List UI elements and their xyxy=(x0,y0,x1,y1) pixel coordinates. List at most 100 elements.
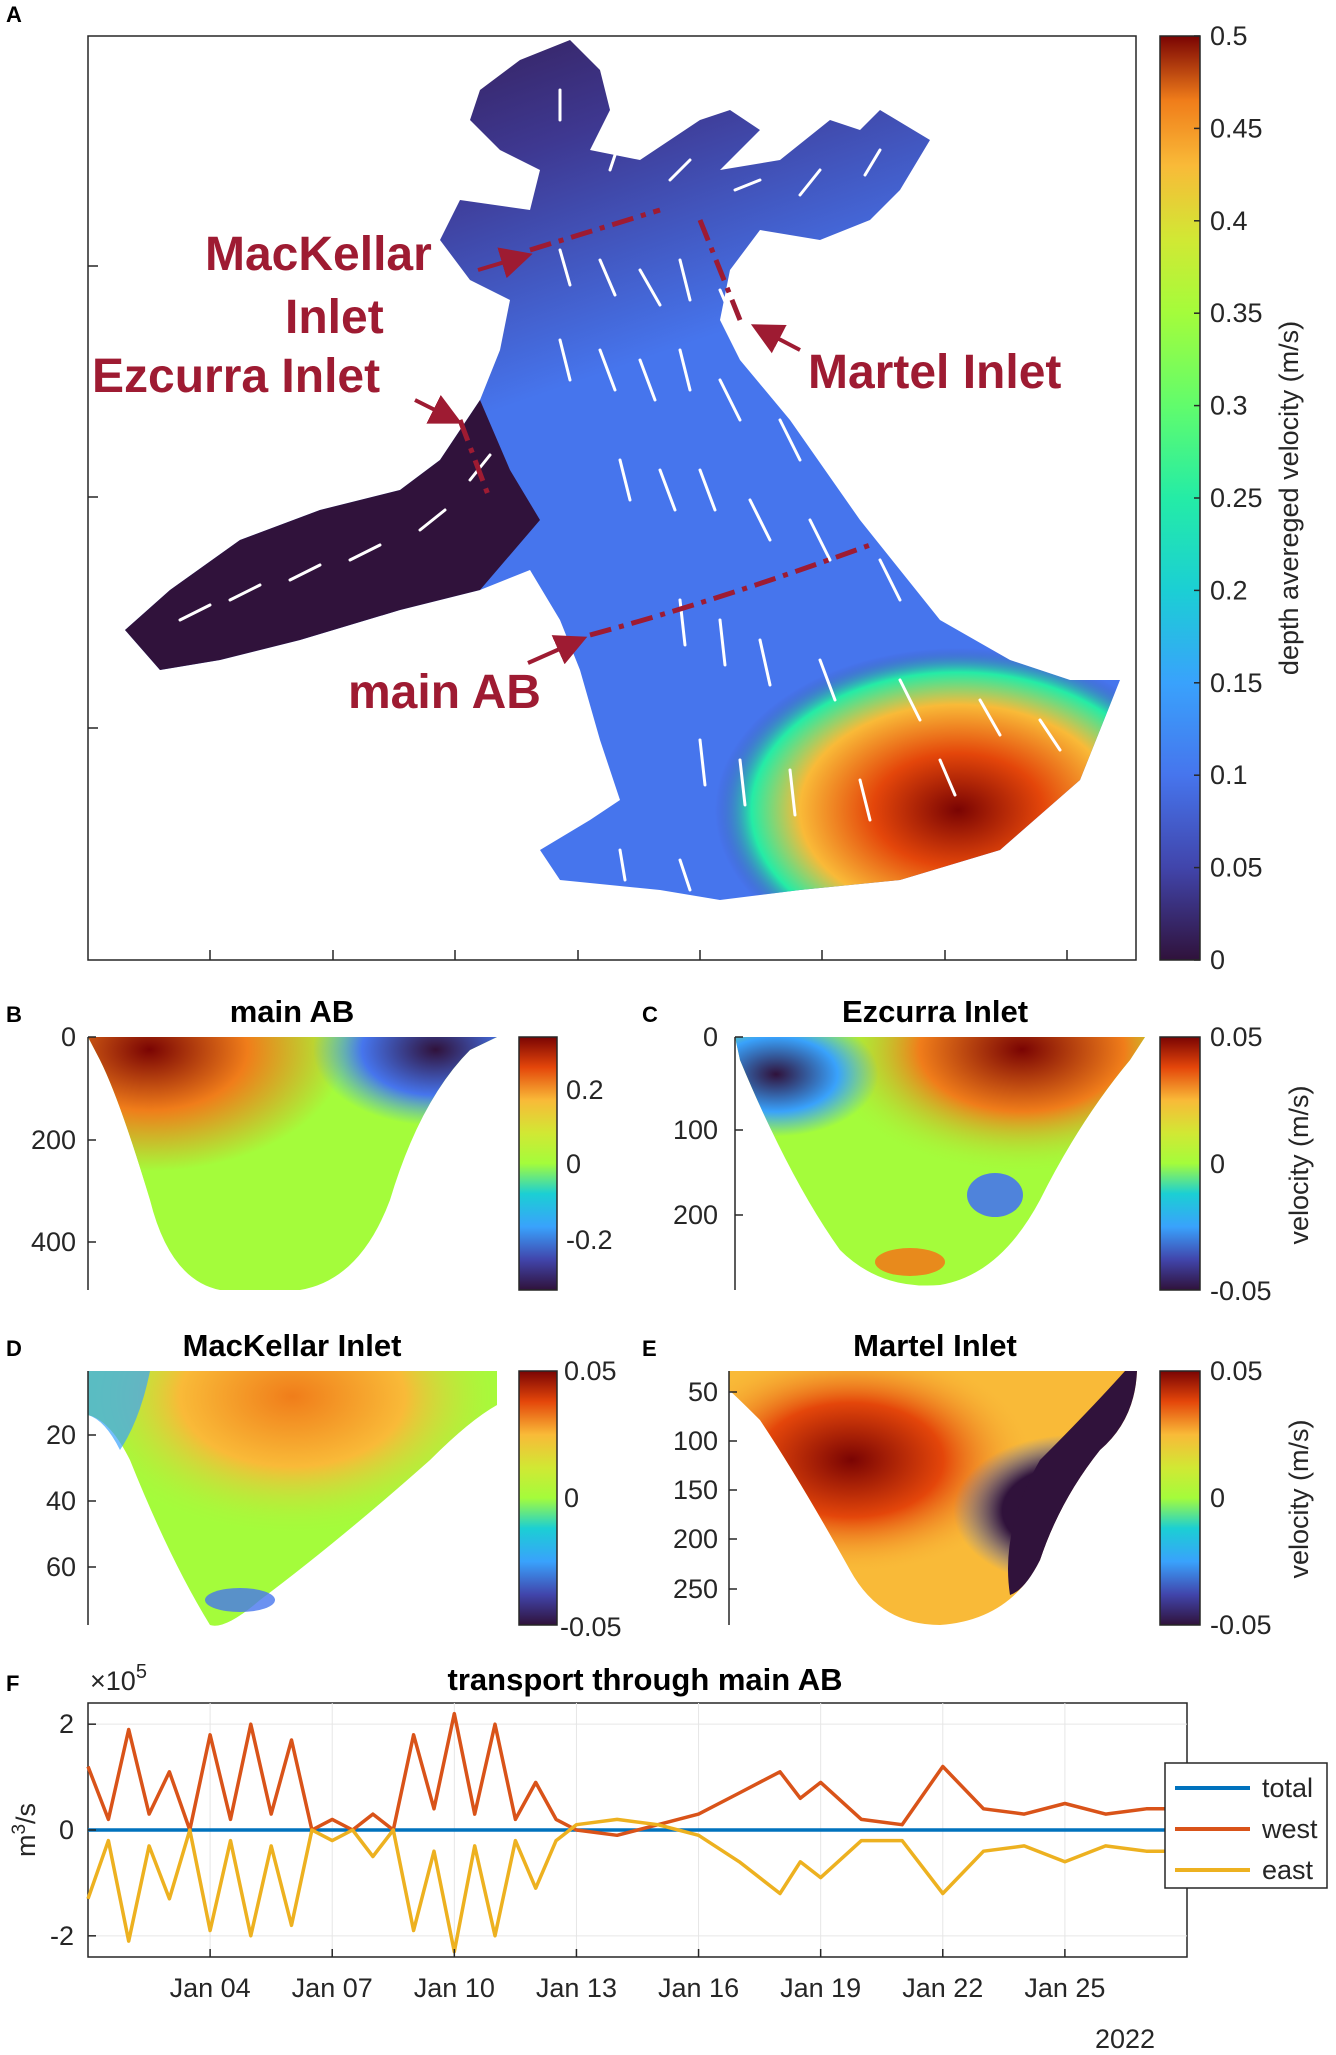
panel-letter-b: B xyxy=(6,1002,22,1027)
panel-d-warm xyxy=(88,1371,497,1626)
colorbar-a-ticklabel: 0.1 xyxy=(1210,760,1248,790)
colorbar-a-bar xyxy=(1159,35,1201,961)
martel-section xyxy=(697,219,743,321)
colorbar-a-ticklabel: 0.2 xyxy=(1210,575,1248,605)
colorbar-a-ticklabel: 0.45 xyxy=(1210,113,1263,143)
panel-d-ytick-1: 40 xyxy=(46,1486,76,1516)
ylabel-sup: 3 xyxy=(9,1824,30,1835)
ylabel-tail: /s xyxy=(11,1803,41,1824)
panel-e-ytick-3: 200 xyxy=(673,1524,718,1554)
svg-text:m3/s: m3/s xyxy=(9,1803,41,1857)
panel-d-cold-core xyxy=(205,1588,275,1612)
panel-e-ytick-1: 100 xyxy=(673,1426,718,1456)
colorbar-b-tick-2: -0.2 xyxy=(566,1225,613,1255)
panel-letter-e: E xyxy=(642,1336,657,1361)
panel-e-colorbar: 0.05 0 -0.05 velocity (m/s) xyxy=(1159,1356,1314,1640)
series-line-west xyxy=(86,1711,1187,1838)
colorbar-d-tick-1: 0 xyxy=(564,1483,579,1513)
x-ticklabel: Jan 07 xyxy=(292,1973,373,2003)
panel-b-ytick-1: 200 xyxy=(31,1125,76,1155)
panel-letter-f: F xyxy=(6,1671,19,1696)
label-mackellar-line2: Inlet xyxy=(285,291,384,344)
panel-c-ytick-0: 0 xyxy=(703,1022,718,1052)
panel-f-series xyxy=(86,1711,1187,1954)
x-ticklabel: Jan 25 xyxy=(1024,1973,1105,2003)
colorbar-e-tick-0: 0.05 xyxy=(1210,1356,1263,1386)
colorbar-a-ticklabel: 0.35 xyxy=(1210,298,1263,328)
label-ezcurra: Ezcurra Inlet xyxy=(92,350,380,403)
y-ticklabel: -2 xyxy=(50,1921,74,1951)
label-arrows xyxy=(414,247,801,665)
panel-e-cold xyxy=(729,1371,1137,1625)
panel-letter-a: A xyxy=(6,2,22,27)
panel-f-ticks: Jan 04 Jan 07 Jan 10 Jan 13 Jan 16 Jan 19 Jan … xyxy=(50,1709,1105,2003)
label-martel: Martel Inlet xyxy=(808,346,1061,399)
section-lines xyxy=(457,207,871,638)
panel-f-year: 2022 xyxy=(1095,2024,1155,2054)
ezcurra-section xyxy=(457,419,493,501)
colorbar-c-tick-1: 0 xyxy=(1210,1149,1225,1179)
panel-f-ylabel: m3/s xyxy=(9,1803,41,1857)
colorbar-c-label: velocity (m/s) xyxy=(1284,1085,1314,1244)
panel-a-map: MacKellar Inlet Ezcurra Inlet Martel Inl… xyxy=(87,35,1137,961)
panel-e-ytick-0: 50 xyxy=(688,1377,718,1407)
colorbar-e-tick-1: 0 xyxy=(1210,1483,1225,1513)
x-ticklabel: Jan 16 xyxy=(658,1973,739,2003)
panel-e-section: 50 100 150 200 250 xyxy=(673,1371,1137,1625)
panel-c-ytick-1: 100 xyxy=(673,1115,718,1145)
ylabel-base: m xyxy=(11,1835,41,1858)
label-main-ab: main AB xyxy=(348,666,541,719)
panel-letter-d: D xyxy=(6,1336,22,1361)
panel-c-colorbar: 0.05 0 -0.05 velocity (m/s) xyxy=(1159,1022,1314,1306)
series-line-east xyxy=(86,1817,1187,1954)
panel-b-ytick-2: 400 xyxy=(31,1227,76,1257)
panel-e-cold-core xyxy=(1008,1371,1137,1595)
panel-f-exponent: ×105 xyxy=(90,1661,147,1696)
colorbar-a-ticklabel: 0.5 xyxy=(1210,21,1248,51)
x-ticklabel: Jan 13 xyxy=(536,1973,617,2003)
panel-d-colorbar: 0.05 0 -0.05 xyxy=(518,1356,622,1642)
panel-e-ytick-4: 250 xyxy=(673,1574,718,1604)
colorbar-b-tick-0: 0.2 xyxy=(566,1075,604,1105)
svg-text:×105: ×105 xyxy=(90,1661,147,1696)
panel-b-colorbar: 0.2 0 -0.2 xyxy=(518,1036,613,1291)
fjord-left-arm xyxy=(125,400,540,670)
exp-sup: 5 xyxy=(136,1661,147,1683)
colorbar-d-bar xyxy=(518,1370,558,1626)
exp-base: ×10 xyxy=(90,1666,136,1696)
main-ab-section xyxy=(589,542,871,638)
panel-c-title: Ezcurra Inlet xyxy=(842,994,1028,1029)
colorbar-a-ticklabel: 0.4 xyxy=(1210,206,1248,236)
panel-a-ticks xyxy=(88,265,1068,960)
panel-c-section: 0 100 200 xyxy=(673,1022,1145,1290)
panel-c-cold xyxy=(735,1037,1145,1286)
panel-b-title: main AB xyxy=(230,994,355,1029)
panel-f-title: transport through main AB xyxy=(448,1662,843,1697)
panel-d-ytick-0: 20 xyxy=(46,1420,76,1450)
panel-d-section: 20 40 60 xyxy=(46,1371,497,1626)
colorbar-b-bar xyxy=(518,1036,558,1291)
legend-label-west: west xyxy=(1261,1814,1318,1844)
colorbar-a-ticks: 0.5 0.45 0.4 0.35 0.3 0.25 0.2 0.15 0.1 0.05 0 xyxy=(1194,21,1263,975)
colorbar-e-tick-2: -0.05 xyxy=(1210,1610,1272,1640)
colorbar-c-tick-0: 0.05 xyxy=(1210,1022,1263,1052)
panel-e-title: Martel Inlet xyxy=(853,1328,1017,1363)
colorbar-c-bar xyxy=(1159,1036,1201,1291)
panel-d-cold-edge xyxy=(88,1371,150,1450)
legend-label-east: east xyxy=(1262,1855,1314,1885)
panel-c-warm-core xyxy=(875,1248,945,1276)
x-ticklabel: Jan 04 xyxy=(170,1973,251,2003)
label-mackellar-line1: MacKellar xyxy=(205,228,432,281)
fjord-hot-region xyxy=(580,540,1120,900)
panel-b-section: 0 200 400 xyxy=(31,1022,497,1290)
panel-letter-c: C xyxy=(642,1002,658,1027)
panel-b-ytick-0: 0 xyxy=(61,1022,76,1052)
x-ticklabel: Jan 22 xyxy=(902,1973,983,2003)
colorbar-c-tick-2: -0.05 xyxy=(1210,1276,1272,1306)
velocity-arrows xyxy=(178,88,1062,892)
colorbar-a-ticklabel: 0 xyxy=(1210,945,1225,975)
colorbar-d-tick-0: 0.05 xyxy=(564,1356,617,1386)
panel-c-cold-core xyxy=(967,1173,1023,1217)
colorbar-e-bar xyxy=(1159,1370,1201,1626)
